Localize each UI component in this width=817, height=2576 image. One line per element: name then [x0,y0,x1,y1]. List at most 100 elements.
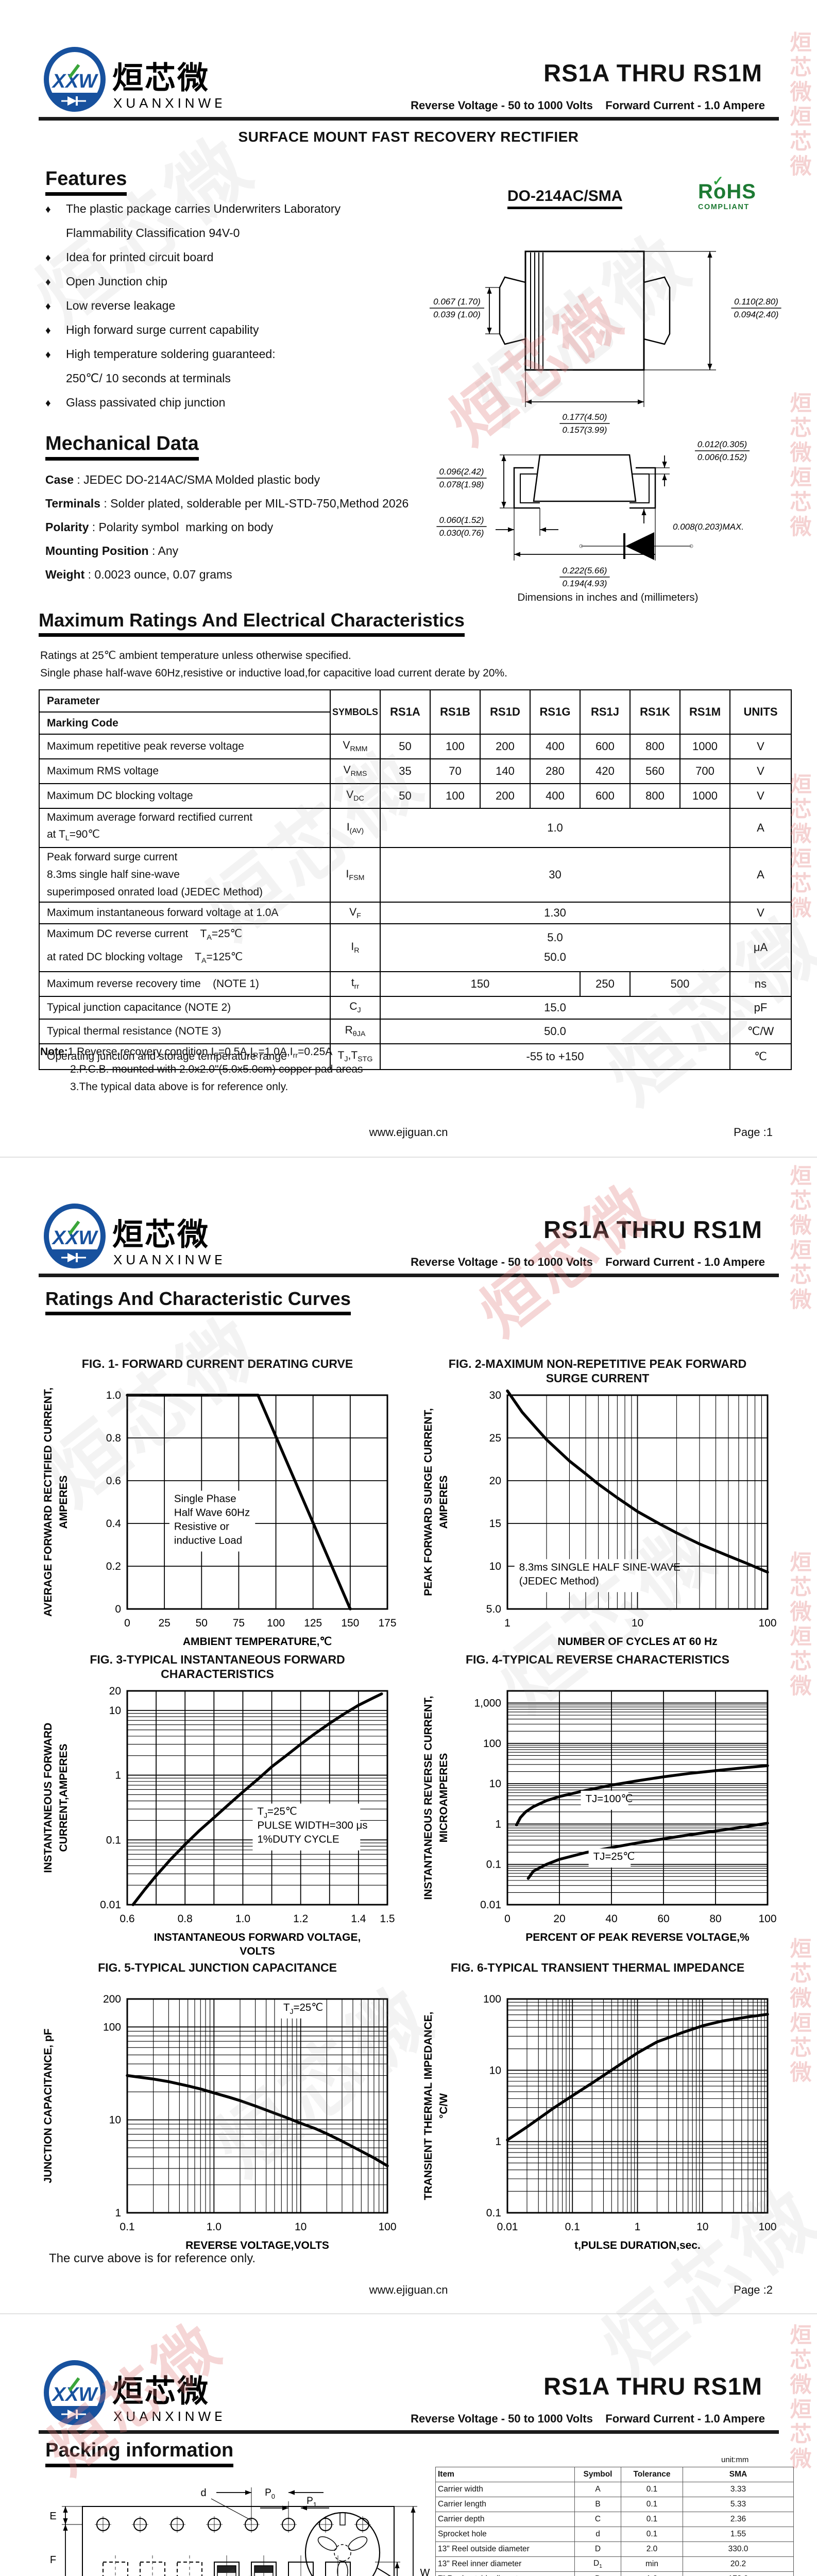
svg-text:烜芯微: 烜芯微 [112,2374,210,2409]
svg-text:100: 100 [758,1913,776,1925]
svg-text:8.3ms SINGLE HALF SINE-WAVE: 8.3ms SINGLE HALF SINE-WAVE [519,1561,680,1573]
svg-text:0.1: 0.1 [486,1859,501,1871]
series-cj [126,2074,389,2167]
svg-text:Resistive or: Resistive or [174,1521,229,1533]
svg-text:XUANXINWEI: XUANXINWEI [113,95,222,111]
header-subtitle: Reverse Voltage - 50 to 1000 Volts Forwa… [411,99,765,112]
grid [127,1395,388,1609]
svg-text:PULSE WIDTH=300 μs: PULSE WIDTH=300 μs [258,1820,368,1832]
cell: Carrier length [435,2497,575,2512]
col-header-device: RS1G [530,689,581,735]
package-drawing: 0.067 (1.70) 0.039 (1.00) 0.110(2.80) 0.094… [429,250,781,588]
col-header-device: RS1M [679,689,730,735]
cell: 0.1 [621,2482,683,2497]
curves [506,1389,769,1574]
rohs-logo: RoHS ✓ COMPLIANT [698,174,756,211]
figure-title: FIG. 6-TYPICAL TRANSIENT THERMAL IMPEDAN… [450,1961,745,1974]
ratings-heading: Maximum Ratings And Electrical Character… [39,609,465,637]
packing-table-grid: Item Symbol Tolerance SMA Carrier width A 0.1 3… [435,2467,794,2576]
value-cell: 1000 [679,734,730,759]
svg-text:INSTANTANEOUS FORWARD: INSTANTANEOUS FORWARD [42,1723,54,1873]
svg-text:10: 10 [295,2221,307,2233]
svg-text:0.8: 0.8 [106,1432,121,1444]
table-row: Typical junction capacitance (NOTE 2) CJ 1… [39,995,792,1020]
page-separator [0,2313,817,2314]
svg-text:inductive Load: inductive Load [174,1535,242,1547]
svg-text:0.01: 0.01 [480,1899,501,1911]
note-line: 2.P.C.B. mounted with 2.0x2.0"(5.0x5.0cm… [70,1063,363,1075]
grid [507,1691,768,1905]
value-cell: 500 [629,971,730,997]
fig4-plot: TJ=100℃ TJ=25℃ 0 20 40 60 80 100 0.01 0.1 1 10 100 1,… [422,1690,777,1943]
svg-text:XUANXINWEI: XUANXINWEI [113,1252,222,1267]
parameter-cell: Operating junction and storage temperatu… [39,1043,331,1070]
tape-reel-drawing: EFdP0P1WBAPTCD2DW1 [49,2487,430,2576]
mechanical-row: Mounting Position : Any [45,544,179,557]
svg-text:25: 25 [158,1617,170,1629]
bullet-icon: ♦ [45,397,51,409]
svg-text:0.110(2.80): 0.110(2.80) [734,297,778,307]
feature-item: ♦ Glass passivated chip junction [45,396,226,409]
svg-text:60: 60 [657,1913,669,1925]
svg-text:MICROAMPERES: MICROAMPERES [438,1753,450,1843]
value-cell: 250 [580,971,631,997]
axis-labels: 0.01 0.1 1 10 100 0.1 1 10 100 TRANSIENT THERMAL … [422,1993,777,2251]
svg-text:XUANXINWEI: XUANXINWEI [113,2409,222,2424]
svg-text:100: 100 [758,1617,776,1629]
cell: A [574,2482,621,2497]
cell: Carrier width [435,2482,575,2497]
svg-text:1.2: 1.2 [293,1913,308,1925]
svg-text:30: 30 [489,1389,501,1401]
cell: 0.1 [621,2527,683,2542]
curves-heading: Ratings And Characteristic Curves [45,1288,351,1315]
svg-text:10: 10 [489,1778,501,1790]
svg-text:0.1: 0.1 [565,2221,580,2233]
fig5-plot: TJ=25℃ 0.1 1.0 10 100 1 10 100 200 JUNCTION CAPAC… [42,1993,397,2251]
value-cell: 70 [430,758,481,784]
part-number-title: RS1A THRU RS1M [543,2372,762,2400]
figure-2: FIG. 2-MAXIMUM NON-REPETITIVE PEAK FORWA… [412,1357,783,1679]
cell: 2.0 [621,2541,683,2557]
svg-text:烜芯微: 烜芯微 [112,61,210,95]
svg-text:AVERAGE FORWARD RECTIFIED CURR: AVERAGE FORWARD RECTIFIED CURRENT, [42,1387,54,1617]
svg-text:10: 10 [109,2114,121,2126]
svg-text:150: 150 [341,1617,359,1629]
series-vf [131,1692,383,1906]
value-cell: 400 [530,783,581,809]
series-zth [506,2012,769,2142]
symbol-cell: VDC [330,783,381,809]
figure-4: FIG. 4-TYPICAL REVERSE CHARACTERISTICS TJ… [412,1652,783,1974]
unit-cell: ℃/W [729,1018,792,1044]
value-cell: 35 [380,758,431,784]
cell: 1.0 [621,2571,683,2576]
table-row: Maximum DC blocking voltage VDC 50 100 200 40… [39,783,792,809]
table-row: Operating junction and storage temperatu… [39,1043,792,1070]
ratings-table-grid: Parameter Marking Code SYMBOLS RS1A RS1B RS1D… [39,689,792,1070]
bullet-icon: ♦ [45,276,51,288]
parameter-cell: Typical junction capacitance (NOTE 2) [39,995,331,1020]
svg-text:1: 1 [635,2221,641,2233]
symbol-cell: I(AV) [330,807,381,849]
col-header: SMA [683,2467,794,2482]
value-cell: 50 [380,783,431,809]
ratings-table: Parameter Marking Code SYMBOLS RS1A RS1B RS1D… [39,689,792,1070]
svg-text:40: 40 [605,1913,617,1925]
cell: D [574,2541,621,2557]
svg-text:0.1: 0.1 [106,1834,121,1846]
svg-text:200: 200 [103,1993,121,2005]
parameter-cell: Maximum instantaneous forward voltage at… [39,902,331,925]
svg-text:0.194(4.93): 0.194(4.93) [563,579,607,588]
symbol-cell: TJ,TSTG [330,1043,381,1070]
cell: 1.55 [683,2527,794,2542]
svg-text:XXW: XXW [52,71,99,92]
value-cell: -55 to +150 [380,1043,730,1070]
svg-text:P1: P1 [307,2496,317,2509]
table-row: Maximum DC reverse current TA=25℃ at rate… [39,923,792,972]
svg-text:0.01: 0.01 [100,1899,121,1911]
svg-text:AMPERES: AMPERES [438,1476,450,1529]
figure-5: FIG. 5-TYPICAL JUNCTION CAPACITANCE TJ=25… [32,1960,403,2282]
bullet-icon: ♦ [45,252,51,264]
series-TJ=25C [526,1822,769,1880]
cell: 178.0 [683,2571,794,2576]
axis-labels: 1 10 100 5.0 10 15 20 25 30 PEAK FORWARD SURGE CU… [422,1389,777,1648]
